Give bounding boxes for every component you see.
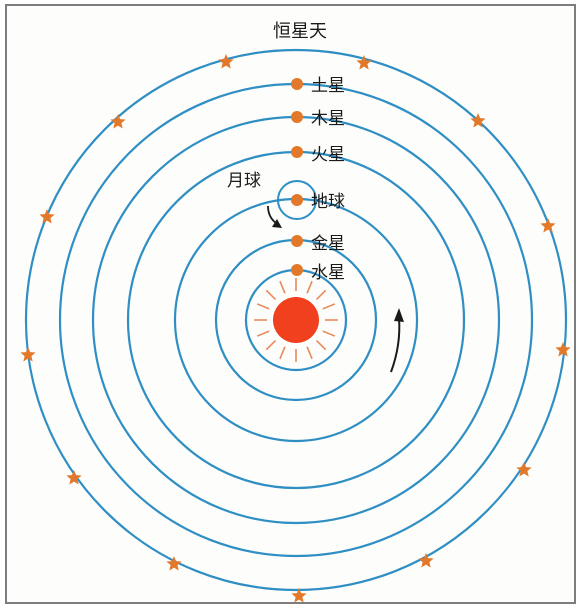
earth-label: 地球 — [311, 192, 345, 212]
sun-ray — [315, 289, 327, 301]
moon-orbit — [277, 180, 317, 220]
orbit-rings — [24, 48, 568, 592]
sun-ray — [315, 339, 327, 351]
moon-arrow-shaft — [267, 205, 277, 224]
sun-ray — [256, 330, 270, 337]
star-icon — [356, 55, 372, 70]
star-icon — [39, 209, 55, 224]
sun-ray — [256, 303, 270, 310]
moon-label: 月球 — [227, 171, 261, 191]
star-icon — [20, 347, 36, 362]
planet-markers — [291, 78, 303, 276]
title-label: 恒星天 — [273, 21, 327, 42]
star-icon — [540, 218, 556, 233]
venus-label: 金星 — [311, 234, 345, 254]
star-icon — [516, 462, 532, 477]
saturn-label: 土星 — [311, 76, 345, 96]
star-icon — [418, 553, 434, 568]
orbit-fixed-stars — [24, 48, 568, 592]
orbit-arrow-head-icon — [394, 308, 404, 322]
sun-ray — [279, 346, 286, 360]
sun-disc — [273, 297, 319, 343]
sun-ray — [322, 330, 336, 337]
jupiter-label: 木星 — [311, 109, 345, 129]
mercury-label: 水星 — [311, 263, 345, 283]
star-icon — [555, 342, 571, 357]
moon-orbit-ring — [277, 180, 317, 220]
sun — [254, 278, 338, 362]
motion-arrows — [267, 205, 404, 373]
mars-label: 火星 — [311, 145, 345, 165]
jupiter-dot — [291, 111, 303, 123]
sun-ray — [306, 280, 313, 294]
star-icon — [110, 114, 126, 129]
sun-ray — [265, 339, 277, 351]
mars-dot — [291, 146, 303, 158]
orbit-arrow-shaft — [390, 317, 401, 373]
earth-dot — [291, 194, 303, 206]
star-icon — [166, 556, 182, 571]
star-icon — [470, 113, 486, 128]
sun-ray — [279, 280, 286, 294]
sun-ray — [306, 346, 313, 360]
mercury-dot — [291, 264, 303, 276]
star-icon — [218, 54, 234, 69]
sun-ray — [322, 303, 336, 310]
saturn-dot — [291, 78, 303, 90]
fixed-stars — [20, 54, 571, 603]
star-icon — [66, 470, 82, 485]
moon-arrow-head-icon — [272, 219, 282, 228]
star-icon — [291, 588, 307, 603]
venus-dot — [291, 235, 303, 247]
sun-ray — [265, 289, 277, 301]
